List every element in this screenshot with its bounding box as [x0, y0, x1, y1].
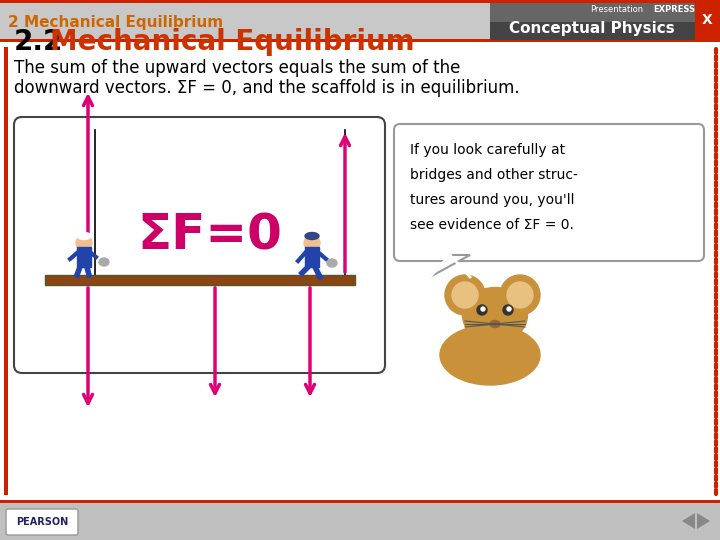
- Bar: [0, 3, 720, 40]
- Bar: [0, 502, 720, 540]
- Polygon shape: [682, 513, 695, 529]
- Circle shape: [477, 305, 487, 315]
- Text: EXPRESS: EXPRESS: [653, 4, 695, 14]
- Circle shape: [481, 307, 485, 311]
- Circle shape: [507, 282, 533, 308]
- FancyBboxPatch shape: [6, 509, 78, 535]
- FancyBboxPatch shape: [14, 117, 385, 373]
- Ellipse shape: [490, 321, 500, 327]
- Text: X: X: [701, 13, 712, 27]
- FancyBboxPatch shape: [394, 124, 704, 261]
- Circle shape: [452, 282, 478, 308]
- Circle shape: [304, 235, 320, 251]
- Bar: [0, 39, 720, 42]
- Bar: [305, 247, 319, 267]
- Ellipse shape: [77, 233, 91, 240]
- Text: The sum of the upward vectors equals the sum of the: The sum of the upward vectors equals the…: [14, 59, 460, 77]
- Text: ΣF=0: ΣF=0: [138, 211, 282, 259]
- Circle shape: [503, 305, 513, 315]
- Circle shape: [76, 235, 92, 251]
- Bar: [4, 47, 8, 495]
- Bar: [0, 500, 720, 503]
- Text: PEARSON: PEARSON: [16, 517, 68, 527]
- Text: downward vectors. ΣF = 0, and the scaffold is in equilibrium.: downward vectors. ΣF = 0, and the scaffo…: [14, 79, 520, 97]
- Ellipse shape: [462, 287, 528, 342]
- Bar: [45, 275, 355, 285]
- Circle shape: [507, 307, 511, 311]
- Bar: [0, 42, 720, 502]
- Ellipse shape: [327, 259, 337, 267]
- Bar: [695, 3, 720, 40]
- Text: 2 Mechanical Equilibrium: 2 Mechanical Equilibrium: [8, 15, 223, 30]
- Ellipse shape: [509, 344, 531, 356]
- Bar: [490, 3, 695, 40]
- Ellipse shape: [99, 258, 109, 266]
- Ellipse shape: [440, 325, 540, 385]
- Text: see evidence of ΣF = 0.: see evidence of ΣF = 0.: [410, 218, 574, 232]
- Polygon shape: [430, 255, 470, 277]
- Circle shape: [445, 275, 485, 315]
- Text: 2.2: 2.2: [14, 28, 63, 56]
- Ellipse shape: [305, 233, 319, 240]
- Ellipse shape: [454, 344, 476, 356]
- Circle shape: [500, 275, 540, 315]
- Text: Conceptual Physics: Conceptual Physics: [509, 21, 675, 36]
- Text: If you look carefully at: If you look carefully at: [410, 143, 565, 157]
- Text: Presentation: Presentation: [590, 4, 643, 14]
- Text: bridges and other struc-: bridges and other struc-: [410, 168, 578, 182]
- Bar: [77, 247, 91, 267]
- Polygon shape: [697, 513, 710, 529]
- Text: tures around you, you'll: tures around you, you'll: [410, 193, 575, 207]
- Text: Mechanical Equilibrium: Mechanical Equilibrium: [50, 28, 415, 56]
- Bar: [0, 0, 720, 3]
- Bar: [490, 22, 695, 40]
